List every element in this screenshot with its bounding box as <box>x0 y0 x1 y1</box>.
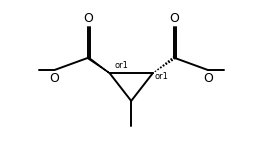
Text: O: O <box>83 12 93 25</box>
Text: O: O <box>203 72 213 85</box>
Text: or1: or1 <box>114 61 128 70</box>
Text: O: O <box>169 12 179 25</box>
Text: or1: or1 <box>154 72 168 81</box>
Polygon shape <box>88 57 110 73</box>
Text: O: O <box>49 72 59 85</box>
